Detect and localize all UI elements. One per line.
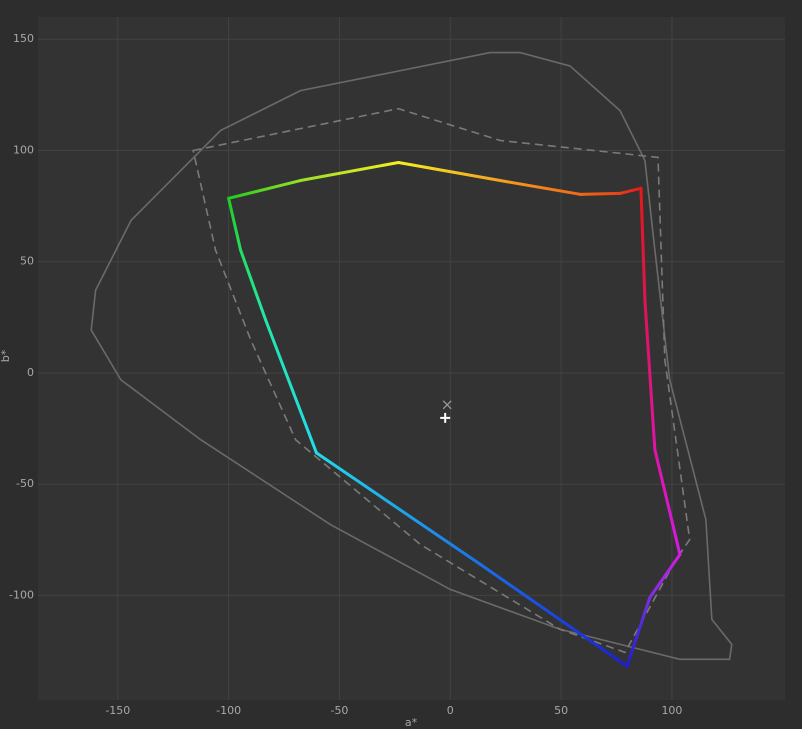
y-tick-label: 0 (27, 366, 34, 379)
gamut-segment (314, 451, 482, 566)
x-axis-label: a* (405, 716, 418, 729)
y-tick-label: 100 (13, 143, 34, 156)
y-tick-label: -50 (16, 477, 34, 490)
spectral-locus (90, 51, 733, 661)
gamut-segment (648, 553, 682, 600)
gamut-segment (643, 298, 657, 452)
gamut-segment (478, 562, 629, 668)
x-tick-label: -50 (330, 704, 348, 717)
gamut-segment (578, 191, 622, 196)
gamut-segment (227, 196, 243, 252)
target-marker (442, 400, 452, 410)
x-tick-label: 0 (447, 704, 454, 717)
gamut-segment (298, 160, 400, 183)
gamut-segment (618, 186, 643, 195)
y-tick-label: -100 (9, 588, 34, 601)
y-tick-label: 150 (13, 32, 34, 45)
white-point-marker (440, 412, 451, 423)
y-axis-label: b* (0, 349, 12, 362)
gamut-segment (227, 179, 302, 200)
gamut-segment (625, 596, 652, 668)
x-tick-label: -100 (216, 704, 241, 717)
gamut-segment (396, 160, 502, 183)
gamut-segment (264, 318, 318, 455)
gamut-segment (239, 248, 268, 322)
plot-area (38, 17, 785, 700)
gamut-segment (639, 186, 647, 302)
reference-gamut (192, 107, 691, 654)
y-tick-label: 50 (20, 255, 34, 268)
x-tick-label: 100 (661, 704, 682, 717)
x-tick-label: -150 (105, 704, 130, 717)
gamut-segment (498, 179, 582, 196)
x-tick-label: 50 (554, 704, 568, 717)
gamut-segment (653, 448, 682, 557)
